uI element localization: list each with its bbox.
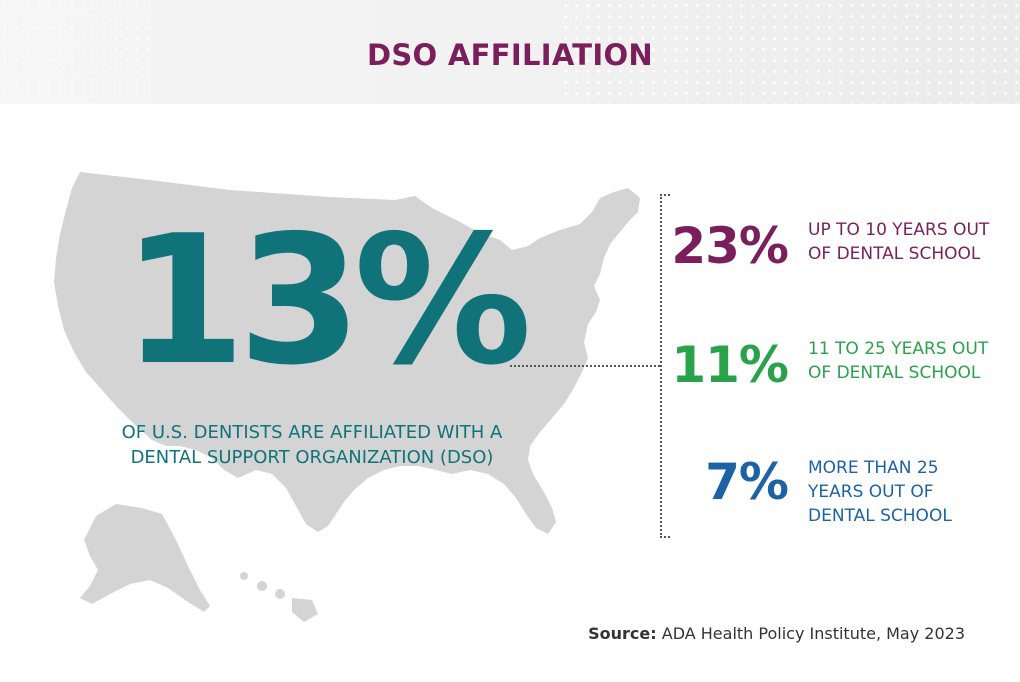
source-note: Source: ADA Health Policy Institute, May… bbox=[588, 624, 965, 643]
headline-caption: OF U.S. DENTISTS ARE AFFILIATED WITH A D… bbox=[121, 422, 503, 468]
connector-line bbox=[510, 365, 660, 367]
breakdown-value: 23% bbox=[671, 217, 789, 275]
hawaii-island-2 bbox=[257, 581, 267, 591]
breakdown-label: MORE THAN 25 YEARS OUT OF DENTAL SCHOOL bbox=[808, 458, 952, 526]
dot-pattern-right bbox=[560, 0, 1020, 104]
alaska-shape bbox=[80, 504, 210, 612]
page-title: DSO AFFILIATION bbox=[366, 38, 654, 72]
hawaii-island-3 bbox=[275, 589, 285, 599]
headline-percentage: 13% bbox=[122, 197, 532, 404]
dot-pattern-left bbox=[0, 0, 150, 104]
hawaii-island-4 bbox=[292, 598, 318, 622]
breakdown-value: 11% bbox=[671, 336, 789, 394]
breakdown-label: 11 TO 25 YEARS OUT OF DENTAL SCHOOL bbox=[808, 339, 989, 383]
breakdown-label: UP TO 10 YEARS OUT OF DENTAL SCHOOL bbox=[808, 220, 990, 264]
header-band bbox=[0, 0, 1020, 104]
hawaii-island-1 bbox=[240, 572, 248, 580]
source-text: ADA Health Policy Institute, May 2023 bbox=[661, 624, 965, 643]
source-key: Source: bbox=[588, 624, 657, 643]
contiguous-us-shape bbox=[54, 172, 640, 534]
bracket-divider bbox=[660, 194, 670, 538]
breakdown-value: 7% bbox=[705, 453, 789, 511]
